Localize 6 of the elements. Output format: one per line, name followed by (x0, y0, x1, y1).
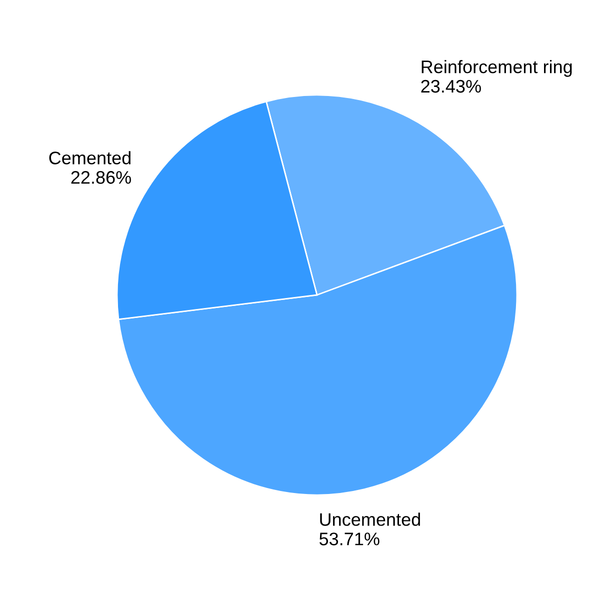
slice-label: Reinforcement ring (422, 60, 572, 77)
slice-label: Uncemented (320, 512, 420, 526)
slice-label: Cemented (49, 151, 130, 164)
data-label: 23.43% (421, 80, 481, 93)
data-label: 22.86% (71, 171, 131, 184)
data-label: 53.71% (319, 532, 380, 546)
